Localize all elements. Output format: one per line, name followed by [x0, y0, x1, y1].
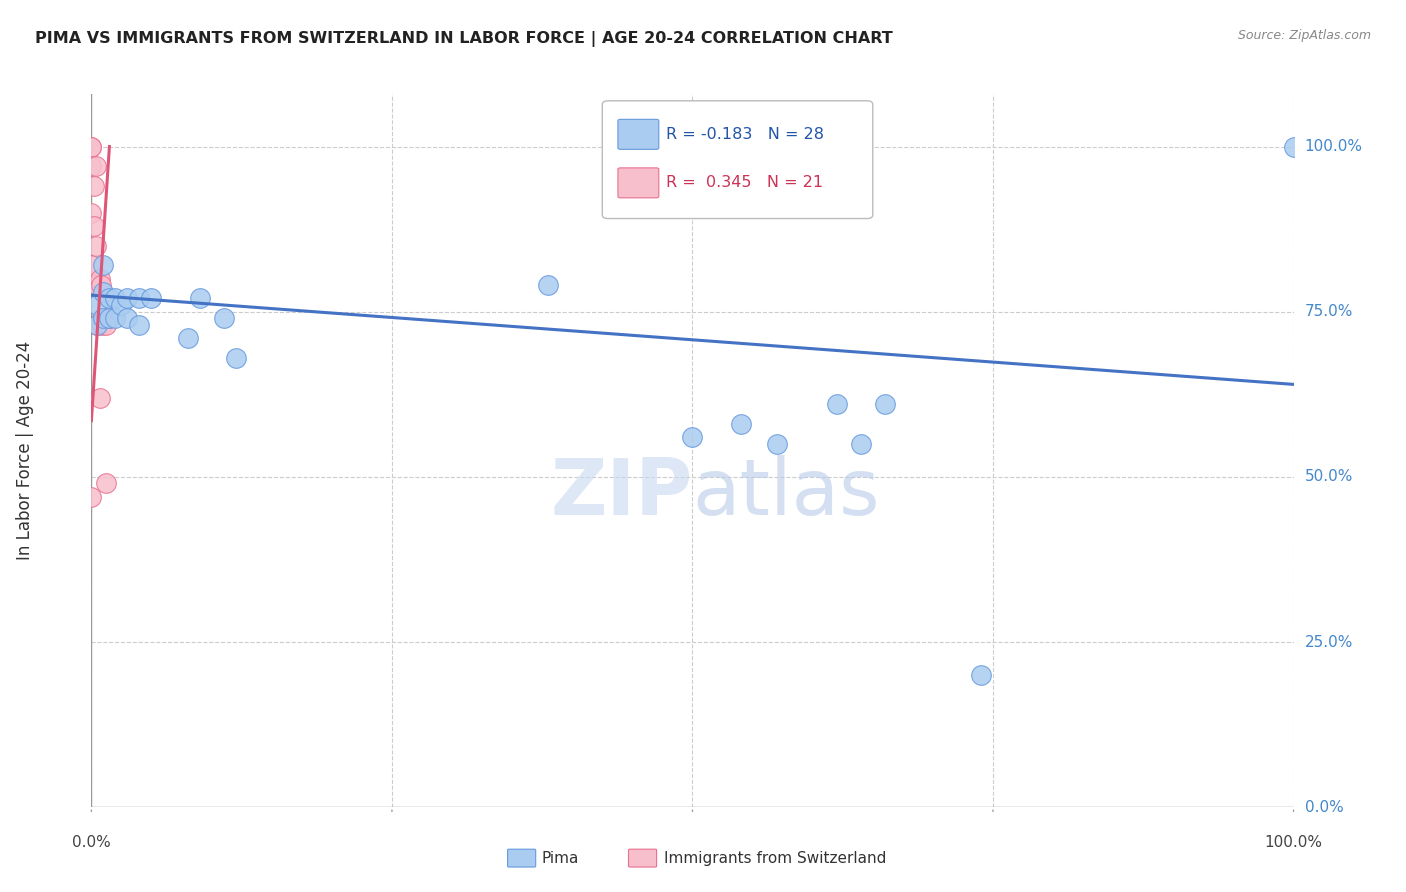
- Point: [176, 331, 198, 345]
- Text: 100.0%: 100.0%: [1305, 139, 1362, 154]
- Point: [86, 298, 108, 312]
- Point: [1282, 139, 1305, 153]
- Point: [141, 292, 163, 306]
- Point: [91, 311, 114, 326]
- Point: [83, 179, 105, 194]
- Point: [93, 285, 115, 299]
- FancyBboxPatch shape: [617, 168, 659, 198]
- Point: [188, 292, 211, 306]
- Point: [89, 271, 111, 285]
- Text: In Labor Force | Age 20-24: In Labor Force | Age 20-24: [17, 341, 34, 560]
- Point: [80, 159, 103, 173]
- Point: [681, 430, 703, 444]
- Point: [225, 351, 247, 365]
- Text: Source: ZipAtlas.com: Source: ZipAtlas.com: [1237, 29, 1371, 42]
- Point: [93, 259, 115, 273]
- Point: [86, 278, 108, 293]
- Point: [117, 311, 139, 326]
- Point: [104, 311, 127, 326]
- Text: PIMA VS IMMIGRANTS FROM SWITZERLAND IN LABOR FORCE | AGE 20-24 CORRELATION CHART: PIMA VS IMMIGRANTS FROM SWITZERLAND IN L…: [35, 31, 893, 47]
- Text: 50.0%: 50.0%: [1305, 469, 1353, 484]
- Point: [873, 397, 896, 411]
- Point: [86, 318, 108, 332]
- Point: [970, 668, 993, 682]
- Point: [80, 490, 103, 504]
- Point: [93, 311, 115, 326]
- Point: [89, 391, 111, 405]
- Point: [84, 159, 107, 173]
- Text: R = -0.183   N = 28: R = -0.183 N = 28: [666, 127, 824, 142]
- Point: [84, 278, 107, 293]
- Point: [94, 318, 117, 332]
- Point: [212, 311, 235, 326]
- Point: [110, 298, 132, 312]
- FancyBboxPatch shape: [617, 120, 659, 149]
- Text: Pima: Pima: [541, 851, 579, 865]
- Point: [849, 437, 872, 451]
- Point: [80, 139, 103, 153]
- Point: [98, 311, 121, 326]
- Text: 25.0%: 25.0%: [1305, 634, 1353, 649]
- Point: [91, 318, 114, 332]
- Point: [80, 139, 103, 153]
- Text: Immigrants from Switzerland: Immigrants from Switzerland: [664, 851, 886, 865]
- FancyBboxPatch shape: [602, 101, 873, 219]
- Text: atlas: atlas: [692, 455, 880, 532]
- Point: [94, 476, 117, 491]
- Point: [128, 318, 150, 332]
- Text: ZIP: ZIP: [550, 455, 692, 532]
- Text: 75.0%: 75.0%: [1305, 304, 1353, 319]
- Point: [128, 292, 150, 306]
- Point: [765, 437, 787, 451]
- Point: [80, 259, 103, 273]
- Point: [104, 292, 127, 306]
- Text: 100.0%: 100.0%: [1264, 835, 1323, 850]
- Point: [90, 278, 112, 293]
- Point: [80, 205, 103, 219]
- Point: [98, 311, 121, 326]
- Point: [83, 219, 105, 233]
- Point: [537, 278, 560, 293]
- Point: [117, 292, 139, 306]
- Text: 0.0%: 0.0%: [1305, 800, 1343, 814]
- Point: [86, 318, 108, 332]
- Text: 0.0%: 0.0%: [72, 835, 111, 850]
- Point: [98, 292, 121, 306]
- Point: [825, 397, 848, 411]
- Point: [84, 238, 107, 252]
- Text: R =  0.345   N = 21: R = 0.345 N = 21: [666, 176, 823, 190]
- Point: [730, 417, 752, 431]
